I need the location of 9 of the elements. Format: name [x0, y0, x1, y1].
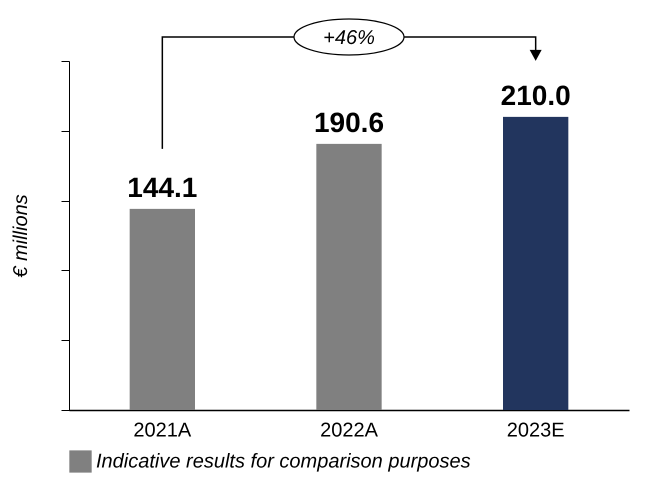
x-tick-label: 2023E — [506, 420, 565, 442]
x-tick-label: 2022A — [320, 420, 379, 442]
x-tick-label: 2021A — [133, 420, 192, 442]
data-label: 210.0 — [500, 80, 571, 111]
legend-label: Indicative results for comparison purposes — [96, 450, 471, 472]
y-axis-title: € millions — [10, 194, 32, 278]
data-label: 190.6 — [314, 106, 384, 138]
data-label: 144.1 — [127, 172, 198, 203]
text: +46% — [323, 27, 375, 49]
